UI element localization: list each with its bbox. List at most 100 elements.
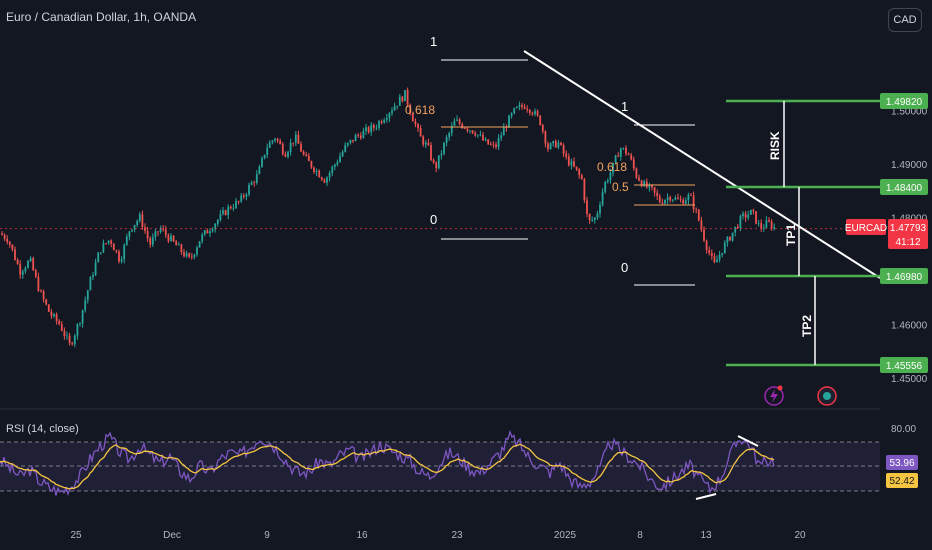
candle-body xyxy=(567,156,570,166)
candle-body xyxy=(591,220,594,221)
candle-body xyxy=(411,113,414,122)
candle-body xyxy=(726,236,729,243)
candle-body xyxy=(729,236,731,241)
candle-body xyxy=(484,139,487,141)
candle-body xyxy=(292,142,295,144)
candle-body xyxy=(294,134,297,143)
earnings-icon[interactable] xyxy=(817,386,837,406)
rsi-line xyxy=(0,429,775,497)
candle-body xyxy=(770,221,773,229)
price-tick-label: 1.46000 xyxy=(891,321,928,332)
candle-body xyxy=(287,151,289,157)
candle-body xyxy=(765,220,768,228)
candle-body xyxy=(3,234,6,239)
trendline[interactable] xyxy=(523,50,881,279)
candle-body xyxy=(240,195,243,202)
candle-body xyxy=(232,207,235,209)
candle-body xyxy=(224,210,227,216)
candle-body xyxy=(523,106,526,109)
candle-body xyxy=(136,221,139,225)
candle-body xyxy=(466,128,469,131)
candle-body xyxy=(539,115,542,125)
candle-body xyxy=(19,264,22,275)
candle-body xyxy=(664,200,666,204)
svg-text:1.46980: 1.46980 xyxy=(886,272,923,283)
candle-body xyxy=(703,229,705,241)
candle-body xyxy=(162,228,165,230)
candle-body xyxy=(700,220,703,230)
candle-body xyxy=(53,314,55,317)
risk-label: RISK xyxy=(768,131,782,160)
candle-body xyxy=(430,145,432,160)
candle-body xyxy=(123,244,126,260)
candle-body xyxy=(365,127,367,131)
candle-body xyxy=(209,231,211,234)
candle-body xyxy=(263,154,266,158)
candle-body xyxy=(326,177,328,183)
candle-body xyxy=(749,209,752,215)
candle-body xyxy=(552,141,555,144)
candle-body xyxy=(331,166,334,173)
candle-body xyxy=(383,120,386,123)
candle-body xyxy=(378,121,380,128)
candle-body xyxy=(167,234,170,242)
candle-body xyxy=(684,200,687,204)
candle-body xyxy=(274,138,276,141)
candle-body xyxy=(73,335,76,345)
candle-body xyxy=(50,311,53,317)
candle-body xyxy=(172,235,175,242)
candle-body xyxy=(679,199,682,201)
time-tick-label: 8 xyxy=(637,530,643,541)
candle-body xyxy=(146,230,149,239)
level-tag: 1.46980 xyxy=(880,268,928,284)
candle-body xyxy=(159,228,162,232)
divergence-line xyxy=(737,435,759,447)
candle-body xyxy=(336,162,339,165)
lightning-icon[interactable] xyxy=(764,385,784,406)
candle-body xyxy=(253,182,256,184)
candle-body xyxy=(396,105,399,107)
candle-body xyxy=(149,238,152,245)
candle-body xyxy=(549,143,552,150)
candle-body xyxy=(445,137,448,143)
candle-body xyxy=(11,244,14,250)
candle-body xyxy=(736,226,739,229)
candle-body xyxy=(346,142,349,146)
candle-body xyxy=(131,229,133,232)
candle-body xyxy=(367,127,370,133)
currency-button[interactable]: CAD xyxy=(888,8,922,32)
candle-body xyxy=(604,181,607,192)
candle-body xyxy=(89,277,92,291)
rsi-ma-line xyxy=(0,443,775,490)
candle-body xyxy=(266,147,269,155)
candle-body xyxy=(206,230,209,234)
candle-body xyxy=(284,153,287,157)
candle-body xyxy=(708,250,711,254)
candle-body xyxy=(596,213,599,218)
rsi-title: RSI (14, close) xyxy=(6,423,79,435)
candle-body xyxy=(565,153,568,157)
candle-body xyxy=(747,214,750,218)
svg-text:EURCAD: EURCAD xyxy=(845,223,887,234)
candle-body xyxy=(45,299,48,305)
candle-body xyxy=(422,136,425,145)
candle-body xyxy=(643,181,646,187)
candle-body xyxy=(531,112,534,115)
candle-body xyxy=(97,252,100,263)
candle-body xyxy=(32,258,35,271)
candle-body xyxy=(357,134,360,136)
candle-body xyxy=(692,195,695,210)
candle-body xyxy=(313,167,315,173)
candle-body xyxy=(86,290,89,301)
candle-body xyxy=(440,153,443,156)
candle-body xyxy=(318,170,321,178)
candle-body xyxy=(687,194,690,201)
candle-body xyxy=(118,251,120,262)
candle-body xyxy=(617,155,620,157)
candle-body xyxy=(417,124,419,128)
candle-body xyxy=(175,241,178,246)
candle-body xyxy=(606,180,609,182)
candle-body xyxy=(211,229,214,232)
fib-label: 1 xyxy=(430,34,437,49)
